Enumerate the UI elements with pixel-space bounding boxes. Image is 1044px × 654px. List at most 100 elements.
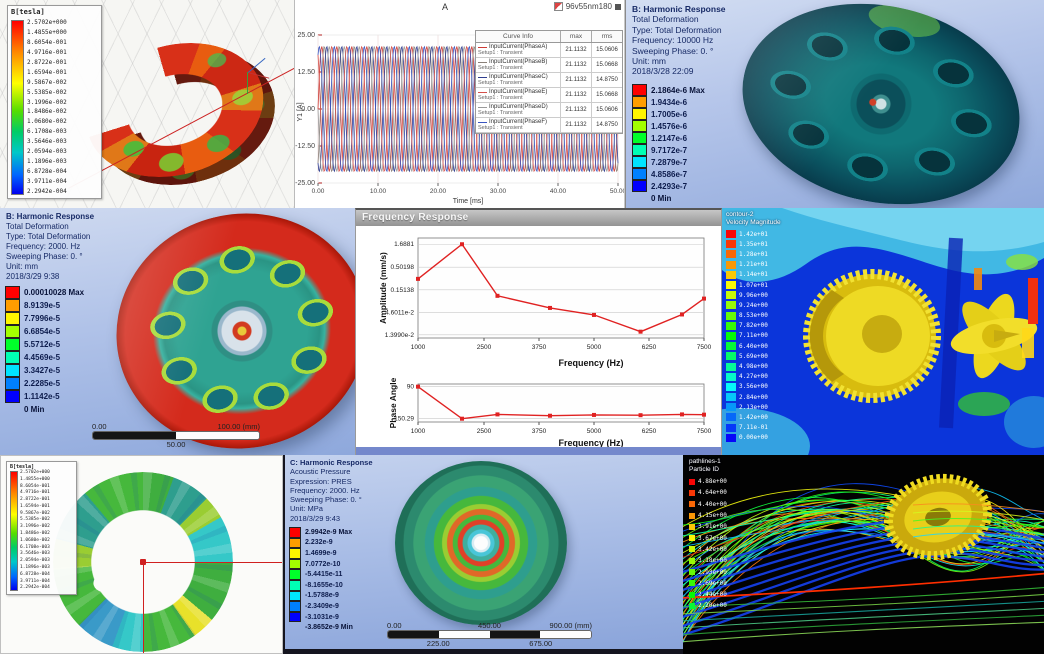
svg-text:0.00: 0.00 (312, 188, 325, 195)
panel-current-plot: 25.00 12.50 0.00 -12.50 -25.00 0.00 10.00 20.00… (295, 0, 625, 208)
ruler-label: 900.00 (mm) (549, 621, 592, 630)
result-line: Total Deformation (632, 14, 699, 25)
legend-value: 6.1708e-003 (20, 544, 50, 550)
legend-row: 9.24e+00 (726, 300, 781, 310)
legend-swatch (632, 108, 647, 120)
legend-swatch (5, 338, 20, 351)
cfd-render (722, 208, 1044, 455)
legend-value: 2.8722e-001 (27, 58, 67, 66)
svg-text:4.6011e-2: 4.6011e-2 (385, 309, 414, 316)
legend-title-line: contour-2 (726, 211, 754, 218)
ruler-label: 675.00 (529, 639, 553, 648)
legend-swatch (689, 489, 695, 496)
legend-value: 3.9711e-004 (20, 578, 50, 584)
legend-row: -3.8652e-9 Min (289, 622, 353, 633)
curve-name: InputCurrent(PhaseE) Setup1 : Transient (478, 89, 548, 101)
legend-value: 0 Min (24, 405, 45, 414)
legend-value: 6.40e+00 (739, 342, 768, 350)
legend-swatch (689, 523, 695, 530)
ruler-label: 450.00 (478, 621, 501, 630)
svg-text:1.3990e-2: 1.3990e-2 (385, 332, 415, 339)
legend-swatch (5, 390, 20, 403)
legend-row: 6.40e+00 (726, 341, 781, 351)
legend-swatch (726, 352, 736, 361)
flux-legend-title: B[tesla] (10, 464, 35, 470)
deformation-legend: 2.1864e-6 Max 1.9434e-6 1.7005e-6 1.4576e-6… (632, 84, 705, 204)
legend-swatch (289, 590, 301, 602)
legend-swatch (726, 270, 736, 279)
legend-row: -2.3409e-9 (289, 601, 353, 612)
svg-text:1.6881: 1.6881 (394, 241, 414, 248)
result-info: C: Harmonic Response Acoustic Pressure E… (290, 458, 373, 523)
curve-color-dash (478, 46, 487, 48)
legend-row: 4.27e+00 (726, 372, 781, 382)
result-timestamp: 2018/3/29 9:43 (290, 513, 341, 523)
legend-value: 3.91e+00 (698, 523, 727, 531)
legend-row: 2.4293e-7 (632, 180, 705, 192)
phase-curve (417, 386, 705, 420)
result-line: Sweeping Phase: 0. ° (632, 45, 714, 56)
window-titlebar[interactable]: Frequency Response (356, 210, 721, 226)
contour-patch-green (958, 392, 1010, 416)
frequency-response-charts: 1.6881 0.50198 0.15138 4.6011e-2 1.3990e-2 10… (356, 226, 721, 449)
curve-rms: 15.0606 (591, 103, 622, 117)
deformation-legend: 0.00010028 Max 8.9139e-5 7.7996e-5 6.6854e-… (5, 286, 84, 416)
legend-value: 1.6594e-001 (27, 68, 67, 76)
legend-value: 1.42e+01 (739, 230, 768, 238)
triad-y-axis (247, 72, 248, 94)
legend-value: 6.8728e-004 (27, 168, 67, 176)
particle-legend: pathlines-1 Particle ID 4.88e+00 4.64e+00… (689, 458, 727, 612)
flux-legend: B[tesla] 2.5702e+000 1.4855e+000 8.6054e-0… (6, 461, 77, 595)
legend-value: 2.5702e+000 (27, 19, 67, 26)
legend-row: 9.7172e-7 (632, 144, 705, 156)
legend-value: 1.42e+00 (739, 413, 768, 421)
curve-row: InputCurrent(PhaseB) Setup1 : Transient 21… (476, 58, 622, 73)
result-line: Total Deformation (6, 222, 69, 231)
legend-swatch (5, 325, 20, 338)
panel-pathlines: pathlines-1 Particle ID 4.88e+00 4.64e+00… (683, 455, 1044, 654)
legend-value: 1.1142e-5 (24, 392, 60, 401)
legend-value: 2.2285e-5 (24, 379, 61, 388)
ruler-label: 0.00 (387, 621, 402, 630)
legend-value: 4.64e+00 (698, 489, 727, 497)
curve-max: 21.1132 (560, 58, 591, 72)
legend-value: 2.232e-9 (305, 539, 333, 547)
legend-value: 1.4576e-6 (651, 121, 688, 131)
flux-legend-title: B[tesla] (11, 8, 45, 16)
legend-value: 2.5702e+000 (20, 470, 50, 475)
rotor-wheel-3d (91, 208, 355, 455)
legend-title-line: Particle ID (689, 465, 719, 473)
legend-row: 2.13e+00 (726, 402, 781, 412)
legend-row: 1.4699e-9 (289, 548, 353, 559)
legend-row: 1.42e+00 (726, 412, 781, 422)
legend-row: 1.42e+01 (726, 229, 781, 239)
result-line: Unit: mm (632, 56, 666, 67)
svg-text:1000: 1000 (411, 344, 426, 351)
legend-value: 7.11e-01 (739, 424, 768, 432)
legend-row: 4.88e+00 (689, 476, 727, 487)
ruler-bar (92, 431, 260, 440)
svg-text:20.00: 20.00 (430, 188, 447, 195)
svg-text:25.00: 25.00 (297, 32, 315, 39)
legend-swatch (726, 291, 736, 300)
legend-value: 2.0594e-003 (27, 148, 67, 156)
velocity-contour-band (782, 208, 1044, 252)
curve-table-header-row: Curve Info max rms (476, 31, 622, 43)
legend-row: 0.00010028 Max (5, 286, 84, 299)
svg-text:3750: 3750 (532, 344, 547, 351)
legend-row: 4.8586e-7 (632, 168, 705, 180)
panel-harmonic-left: B: Harmonic Response Total Deformation T… (0, 208, 355, 455)
legend-row: 2.20e+00 (689, 600, 727, 611)
svg-text:Frequency (Hz): Frequency (Hz) (558, 358, 623, 368)
contour-patch-yellow (1022, 328, 1034, 358)
legend-row: 7.11e-01 (726, 423, 781, 433)
legend-title: contour-2 Velocity Magnitude (726, 211, 781, 226)
panel-flux-ring: B[tesla] 2.5702e+000 1.4855e+000 8.6054e-0… (0, 455, 283, 654)
legend-rows: 1.42e+01 1.35e+01 1.28e+01 1.21e+01 1.14e+01… (726, 229, 781, 443)
legend-swatch (289, 537, 301, 549)
legend-row: 8.9139e-5 (5, 299, 84, 312)
legend-value: 5.5712e-5 (24, 340, 61, 349)
legend-row: 9.96e+00 (726, 290, 781, 300)
legend-row: 1.14e+01 (726, 270, 781, 280)
plot-marker-icon (553, 2, 563, 11)
